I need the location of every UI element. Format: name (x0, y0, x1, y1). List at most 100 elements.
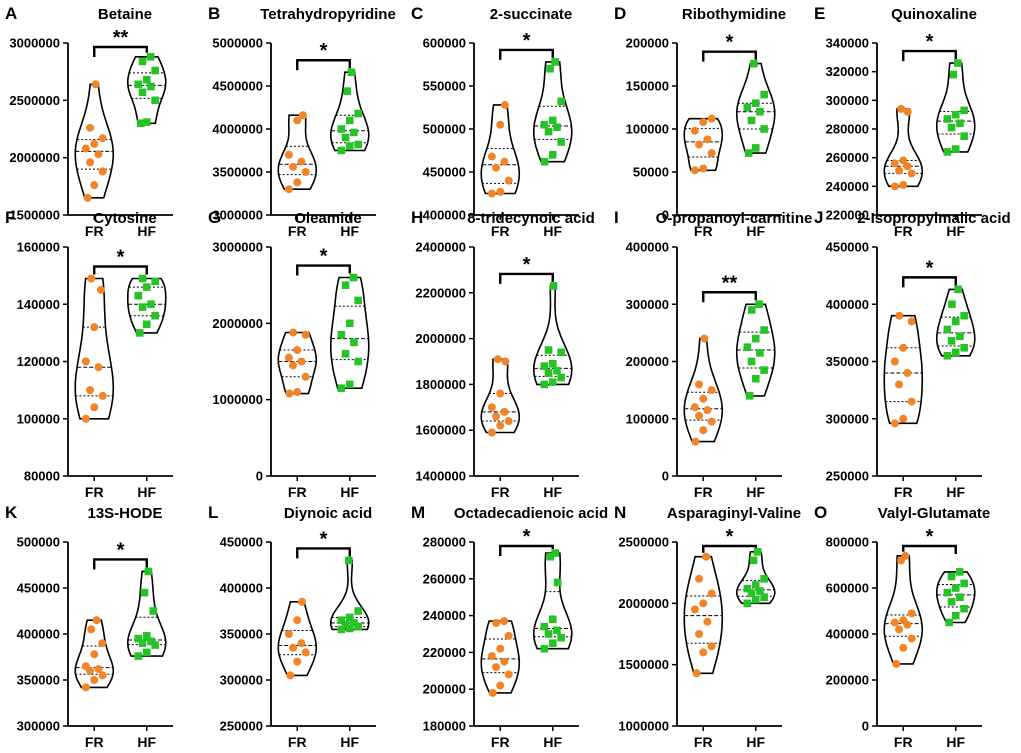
data-point-hf (544, 346, 553, 354)
y-tick-label: 200000 (626, 354, 669, 369)
data-point-hf (147, 82, 155, 91)
y-tick-label: 0 (662, 208, 669, 223)
data-point-fr (286, 671, 295, 680)
y-tick-label: 200000 (626, 36, 669, 51)
violin-hf (736, 551, 776, 605)
x-tick-label-hf: HF (746, 734, 765, 750)
y-tick-label: 100000 (626, 411, 669, 426)
data-point-fr (94, 664, 103, 673)
data-point-hf (551, 58, 559, 66)
y-tick-label: 0 (862, 719, 869, 734)
data-point-fr (707, 149, 716, 158)
data-point-fr (907, 634, 916, 643)
y-tick-label: 500000 (17, 535, 60, 550)
y-tick-label: 300000 (826, 93, 869, 108)
x-tick-label-hf: HF (137, 734, 156, 750)
data-point-hf (743, 103, 752, 112)
data-point-fr (496, 681, 505, 690)
y-tick-label: 2000000 (415, 331, 466, 346)
data-point-fr (890, 357, 899, 366)
y-tick-label: 300000 (17, 719, 60, 734)
data-point-hf (337, 146, 346, 155)
panel-title: Oleamide (294, 210, 362, 227)
data-point-hf (544, 630, 553, 638)
y-tick-label: 50000 (633, 165, 669, 180)
data-point-fr (899, 156, 908, 165)
data-point-fr (500, 157, 509, 166)
y-tick-label: 4500000 (212, 79, 263, 94)
data-point-fr (496, 644, 505, 653)
data-point-hf (134, 291, 143, 300)
data-point-fr (903, 368, 912, 377)
data-point-fr (690, 403, 699, 412)
data-point-hf (553, 626, 561, 635)
data-point-hf (756, 108, 764, 116)
data-point-hf (943, 351, 952, 360)
data-point-hf (751, 99, 760, 107)
significance-label: * (117, 246, 125, 268)
data-point-fr (899, 180, 908, 189)
data-point-fr (83, 193, 92, 202)
data-point-fr (907, 397, 916, 406)
data-point-fr (500, 657, 509, 666)
data-point-hf (149, 607, 158, 615)
data-point-hf (947, 572, 956, 581)
data-point-hf (954, 285, 962, 294)
violin-hf (736, 62, 776, 154)
data-point-fr (899, 643, 908, 652)
panel-title: 2-Isopropylmalic acid (857, 210, 1010, 227)
data-point-hf (743, 584, 752, 593)
data-point-hf (760, 326, 768, 334)
y-tick-label: 150000 (626, 79, 669, 94)
data-point-fr (297, 157, 306, 166)
x-tick-label-hf: HF (340, 484, 359, 500)
panel-title: Cytosine (93, 210, 156, 227)
y-tick-label: 800000 (826, 535, 869, 550)
violin-hf (127, 570, 167, 657)
significance-bracket (296, 59, 351, 71)
x-tick-label-hf: HF (543, 734, 562, 750)
panel-title: Octadecadienoic acid (454, 505, 608, 522)
data-point-fr (293, 616, 302, 625)
data-point-hf (147, 637, 155, 646)
data-point-hf (951, 110, 960, 119)
data-point-hf (540, 120, 549, 129)
data-point-hf (354, 296, 362, 305)
x-tick-label-fr: FR (694, 223, 713, 239)
data-point-hf (546, 552, 554, 561)
data-point-fr (895, 311, 904, 320)
y-tick-label: 1400000 (415, 469, 466, 484)
data-point-fr (98, 167, 107, 176)
data-point-hf (744, 149, 753, 157)
data-point-fr (98, 639, 107, 648)
data-point-hf (956, 332, 964, 341)
data-point-fr (890, 159, 899, 168)
x-tick-label-fr: FR (894, 484, 913, 500)
data-point-fr (81, 414, 90, 423)
data-point-fr (98, 391, 107, 400)
data-point-hf (337, 616, 346, 624)
y-tick-label: 200000 (423, 682, 466, 697)
data-point-hf (750, 59, 758, 68)
data-point-hf (142, 320, 151, 329)
violin-fr (883, 108, 924, 188)
data-point-hf (151, 66, 159, 75)
violin-hf (330, 276, 370, 389)
data-point-hf (951, 145, 960, 153)
data-point-hf (341, 621, 350, 629)
significance-bracket (702, 291, 757, 303)
data-point-fr (907, 317, 916, 326)
data-point-fr (81, 144, 90, 153)
data-point-fr (901, 551, 910, 560)
data-point-fr (695, 411, 704, 420)
data-point-fr (897, 104, 906, 113)
panel-title: Ribothymidine (682, 6, 786, 23)
significance-bracket (902, 49, 957, 62)
panel-title: 8-tridecynoic acid (467, 210, 595, 227)
data-point-hf (548, 116, 557, 125)
significance-bracket (902, 276, 957, 288)
data-point-hf (755, 300, 763, 309)
y-tick-label: 280000 (826, 122, 869, 137)
data-point-hf (540, 644, 549, 653)
data-point-fr (699, 118, 708, 127)
